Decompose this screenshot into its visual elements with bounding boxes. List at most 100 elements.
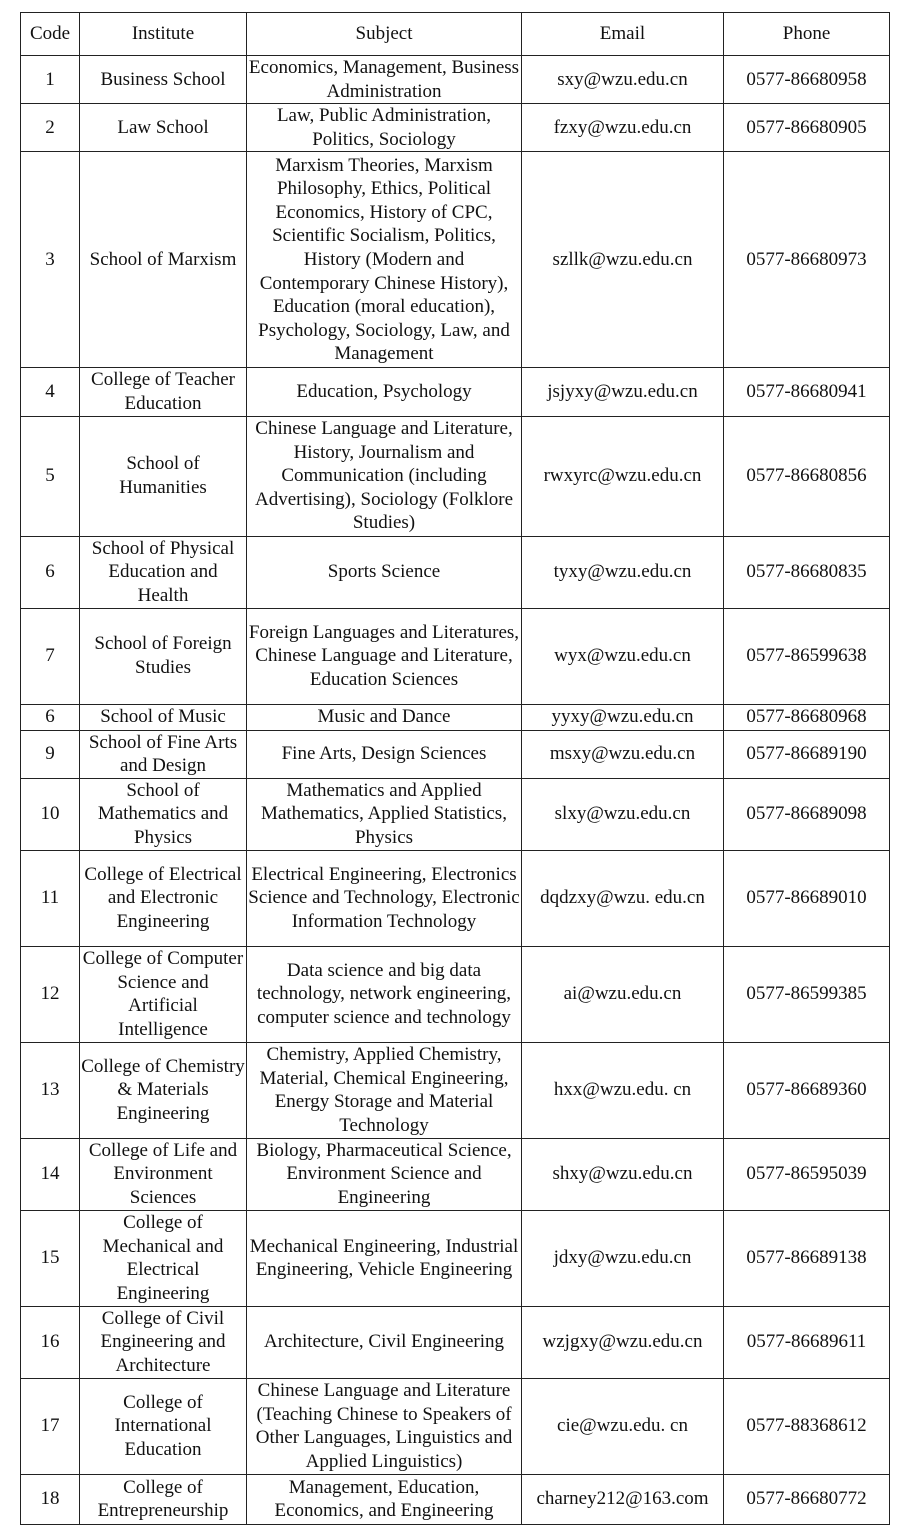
cell-subject: Chinese Language and Literature, History… — [246, 415, 522, 537]
cell-code: 3 — [20, 151, 80, 369]
cell-code: 9 — [20, 729, 80, 779]
cell-phone: 0577-86680772 — [723, 1473, 890, 1525]
table-row: 4 College of Teacher Education Education, … — [20, 367, 890, 417]
table-row: 15 College of Mechanical and Electrical E… — [20, 1209, 890, 1307]
cell-code: 7 — [20, 607, 80, 705]
cell-institute: School of Fine Arts and Design — [79, 729, 247, 779]
cell-code: 14 — [20, 1137, 80, 1211]
cell-email: yyxy@wzu.edu.cn — [521, 703, 724, 731]
cell-code: 16 — [20, 1305, 80, 1379]
cell-subject: Foreign Languages and Literatures, Chine… — [246, 607, 522, 705]
cell-institute: School of Foreign Studies — [79, 607, 247, 705]
cell-email: ai@wzu.edu.cn — [521, 945, 724, 1043]
cell-institute: College of Mechanical and Electrical Eng… — [79, 1209, 247, 1307]
table-row: 1 Business School Economics, Management, B… — [20, 54, 890, 105]
cell-subject: Electrical Engineering, Electronics Scie… — [246, 849, 522, 947]
cell-email: tyxy@wzu.edu.cn — [521, 535, 724, 609]
cell-phone: 0577-86689010 — [723, 849, 890, 947]
cell-phone: 0577-86689138 — [723, 1209, 890, 1307]
table-row: 6 School of Physical Education and Health… — [20, 535, 890, 609]
cell-subject: Fine Arts, Design Sciences — [246, 729, 522, 779]
cell-subject: Biology, Pharmaceutical Science, Environ… — [246, 1137, 522, 1211]
cell-email: sxy@wzu.edu.cn — [521, 54, 724, 105]
cell-phone: 0577-86599638 — [723, 607, 890, 705]
cell-email: rwxyrc@wzu.edu.cn — [521, 415, 724, 537]
cell-code: 10 — [20, 777, 80, 851]
cell-institute: College of Civil Engineering and Archite… — [79, 1305, 247, 1379]
cell-code: 2 — [20, 103, 80, 153]
cell-subject: Mathematics and Applied Mathematics, App… — [246, 777, 522, 851]
table-row: 13 College of Chemistry & Materials Engin… — [20, 1041, 890, 1139]
cell-subject: Music and Dance — [246, 703, 522, 731]
cell-subject: Data science and big data technology, ne… — [246, 945, 522, 1043]
cell-code: 11 — [20, 849, 80, 947]
cell-email: cie@wzu.edu. cn — [521, 1377, 724, 1475]
cell-code: 5 — [20, 415, 80, 537]
cell-code: 18 — [20, 1473, 80, 1525]
cell-email: szllk@wzu.edu.cn — [521, 151, 724, 369]
cell-email: charney212@163.com — [521, 1473, 724, 1525]
cell-code: 13 — [20, 1041, 80, 1139]
cell-subject: Management, Education, Economics, and En… — [246, 1473, 522, 1525]
cell-email: slxy@wzu.edu.cn — [521, 777, 724, 851]
cell-phone: 0577-86680941 — [723, 367, 890, 417]
cell-subject: Sports Science — [246, 535, 522, 609]
header-institute: Institute — [79, 12, 247, 56]
cell-institute: College of Entrepreneurship — [79, 1473, 247, 1525]
header-code: Code — [20, 12, 80, 56]
table-row: 12 College of Computer Science and Artifi… — [20, 945, 890, 1043]
cell-institute: School of Humanities — [79, 415, 247, 537]
table-row: 16 College of Civil Engineering and Archi… — [20, 1305, 890, 1379]
cell-code: 6 — [20, 703, 80, 731]
cell-institute: Business School — [79, 54, 247, 105]
cell-email: hxx@wzu.edu. cn — [521, 1041, 724, 1139]
cell-subject: Mechanical Engineering, Industrial Engin… — [246, 1209, 522, 1307]
table-row: 10 School of Mathematics and Physics Mathe… — [20, 777, 890, 851]
cell-phone: 0577-88368612 — [723, 1377, 890, 1475]
cell-institute: School of Marxism — [79, 151, 247, 369]
table-row: 6 School of Music Music and Dance yyxy@wzu.… — [20, 703, 890, 731]
cell-phone: 0577-86680835 — [723, 535, 890, 609]
cell-institute: School of Physical Education and Health — [79, 535, 247, 609]
cell-phone: 0577-86689360 — [723, 1041, 890, 1139]
cell-institute: College of Teacher Education — [79, 367, 247, 417]
cell-subject: Chinese Language and Literature (Teachin… — [246, 1377, 522, 1475]
table-row: 17 College of International Education Chin… — [20, 1377, 890, 1475]
cell-code: 6 — [20, 535, 80, 609]
cell-email: dqdzxy@wzu. edu.cn — [521, 849, 724, 947]
cell-phone: 0577-86599385 — [723, 945, 890, 1043]
cell-institute: College of Computer Science and Artifici… — [79, 945, 247, 1043]
table-row: 2 Law School Law, Public Administration, P… — [20, 103, 890, 153]
cell-code: 12 — [20, 945, 80, 1043]
table-row: 18 College of Entrepreneurship Management,… — [20, 1473, 890, 1525]
cell-subject: Chemistry, Applied Chemistry, Material, … — [246, 1041, 522, 1139]
institute-contact-table: Code Institute Subject Email Phone 1 Busi… — [20, 12, 890, 1525]
cell-email: msxy@wzu.edu.cn — [521, 729, 724, 779]
cell-phone: 0577-86680968 — [723, 703, 890, 731]
cell-institute: School of Mathematics and Physics — [79, 777, 247, 851]
header-phone: Phone — [723, 12, 890, 56]
cell-subject: Law, Public Administration, Politics, So… — [246, 103, 522, 153]
cell-institute: College of Chemistry & Materials Enginee… — [79, 1041, 247, 1139]
cell-phone: 0577-86689098 — [723, 777, 890, 851]
cell-email: fzxy@wzu.edu.cn — [521, 103, 724, 153]
cell-subject: Marxism Theories, Marxism Philosophy, Et… — [246, 151, 522, 369]
cell-code: 17 — [20, 1377, 80, 1475]
cell-phone: 0577-86689190 — [723, 729, 890, 779]
cell-subject: Education, Psychology — [246, 367, 522, 417]
cell-phone: 0577-86680905 — [723, 103, 890, 153]
cell-code: 1 — [20, 54, 80, 105]
table-row: 7 School of Foreign Studies Foreign Langua… — [20, 607, 890, 705]
cell-phone: 0577-86595039 — [723, 1137, 890, 1211]
header-row: Code Institute Subject Email Phone — [20, 12, 890, 56]
cell-email: jsjyxy@wzu.edu.cn — [521, 367, 724, 417]
cell-code: 4 — [20, 367, 80, 417]
cell-phone: 0577-86680856 — [723, 415, 890, 537]
cell-email: wzjgxy@wzu.edu.cn — [521, 1305, 724, 1379]
cell-email: wyx@wzu.edu.cn — [521, 607, 724, 705]
table-row: 9 School of Fine Arts and Design Fine Arts… — [20, 729, 890, 779]
cell-subject: Architecture, Civil Engineering — [246, 1305, 522, 1379]
cell-phone: 0577-86680973 — [723, 151, 890, 369]
cell-code: 15 — [20, 1209, 80, 1307]
table-row: 5 School of Humanities Chinese Language an… — [20, 415, 890, 537]
